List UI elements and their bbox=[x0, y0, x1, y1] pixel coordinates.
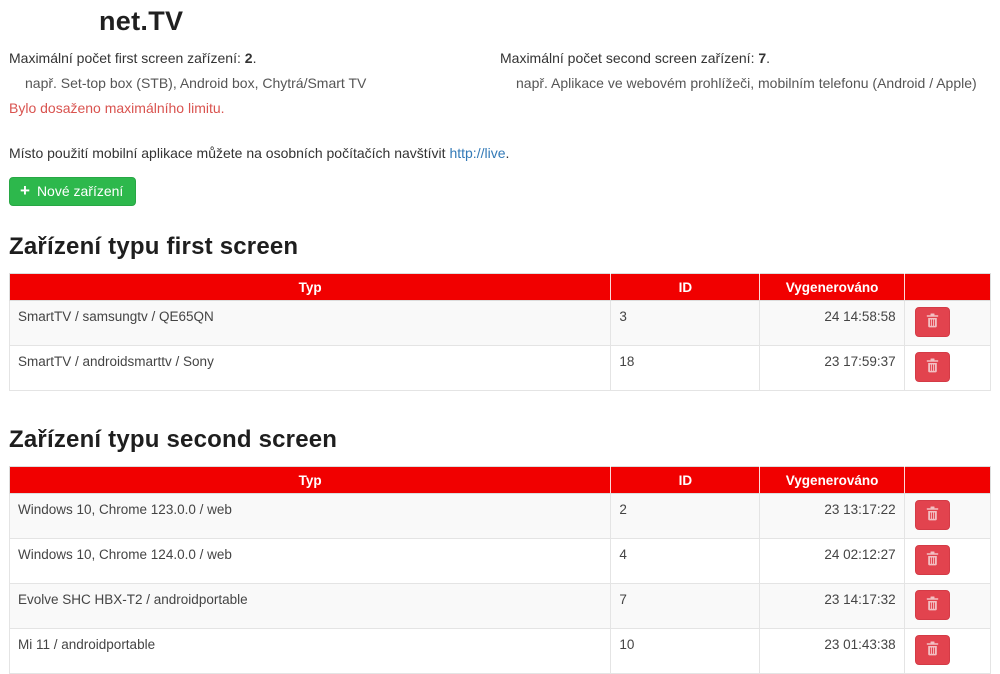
delete-cell bbox=[903, 538, 992, 584]
table-row: SmartTV / androidsmarttv / Sony 18 23 17… bbox=[8, 345, 992, 391]
limit-reached-warning: Bylo dosaženo maximálního limitu. bbox=[9, 100, 225, 116]
mobile-app-note: Místo použití mobilní aplikace můžete na… bbox=[9, 145, 510, 161]
column-header-id: ID bbox=[610, 466, 760, 494]
delete-device-button[interactable] bbox=[914, 635, 950, 665]
plus-icon: + bbox=[20, 181, 30, 200]
first-screen-heading: Zařízení typu first screen bbox=[9, 233, 299, 260]
first-screen-limit-value: 2 bbox=[244, 50, 253, 66]
table-row: Mi 11 / androidportable 10 23 01:43:38 bbox=[8, 628, 992, 674]
column-header-actions bbox=[903, 273, 991, 301]
trash-icon bbox=[926, 358, 939, 376]
table-header-row: Typ ID Vygenerováno bbox=[9, 466, 991, 494]
device-type-cell: Windows 10, Chrome 124.0.0 / web bbox=[8, 538, 612, 584]
live-link[interactable]: http://live bbox=[449, 145, 506, 161]
delete-device-button[interactable] bbox=[914, 545, 950, 575]
delete-cell bbox=[903, 300, 992, 346]
first-screen-limit-block: Maximální počet first screen zařízení: 2… bbox=[9, 50, 500, 125]
second-screen-limit-block: Maximální počet second screen zařízení: … bbox=[500, 50, 991, 125]
first-screen-limit-label: Maximální počet first screen zařízení: bbox=[9, 50, 245, 66]
trash-icon bbox=[926, 506, 939, 524]
device-id-cell: 18 bbox=[610, 345, 761, 391]
device-type-cell: Windows 10, Chrome 123.0.0 / web bbox=[8, 493, 612, 539]
device-type-cell: SmartTV / androidsmarttv / Sony bbox=[8, 345, 612, 391]
device-type-cell: SmartTV / samsungtv / QE65QN bbox=[8, 300, 612, 346]
delete-device-button[interactable] bbox=[914, 307, 950, 337]
delete-cell bbox=[903, 493, 992, 539]
generated-cell: 23 17:59:37 bbox=[759, 345, 905, 391]
delete-device-button[interactable] bbox=[914, 590, 950, 620]
first-screen-limit-line: Maximální počet first screen zařízení: 2… bbox=[9, 50, 257, 66]
trash-icon bbox=[926, 551, 939, 569]
second-screen-heading: Zařízení typu second screen bbox=[9, 426, 338, 453]
delete-device-button[interactable] bbox=[914, 352, 950, 382]
column-header-typ: Typ bbox=[9, 466, 611, 494]
trash-icon bbox=[926, 596, 939, 614]
new-device-button[interactable]: + Nové zařízení bbox=[9, 177, 137, 206]
table-header-row: Typ ID Vygenerováno bbox=[9, 273, 991, 301]
delete-cell bbox=[903, 345, 992, 391]
table-row: Windows 10, Chrome 123.0.0 / web 2 23 13… bbox=[8, 493, 992, 539]
device-id-cell: 3 bbox=[610, 300, 761, 346]
generated-cell: 24 14:58:58 bbox=[759, 300, 905, 346]
generated-cell: 24 02:12:27 bbox=[759, 538, 905, 584]
column-header-typ: Typ bbox=[9, 273, 611, 301]
trash-icon bbox=[926, 313, 939, 331]
page-container: net.TV Maximální počet first screen zaří… bbox=[0, 6, 1000, 674]
second-screen-limit-value: 7 bbox=[758, 50, 767, 66]
table-row: Evolve SHC HBX-T2 / androidportable 7 23… bbox=[8, 583, 992, 629]
second-screen-table: Typ ID Vygenerováno Windows 10, Chrome 1… bbox=[8, 466, 992, 674]
second-screen-example: např. Aplikace ve webovém prohlížeči, mo… bbox=[516, 75, 977, 91]
device-type-cell: Evolve SHC HBX-T2 / androidportable bbox=[8, 583, 612, 629]
delete-cell bbox=[903, 583, 992, 629]
device-id-cell: 4 bbox=[610, 538, 761, 584]
device-type-cell: Mi 11 / androidportable bbox=[8, 628, 612, 674]
mobile-app-note-text: Místo použití mobilní aplikace můžete na… bbox=[9, 145, 450, 161]
table-row: Windows 10, Chrome 124.0.0 / web 4 24 02… bbox=[8, 538, 992, 584]
column-header-actions bbox=[903, 466, 991, 494]
second-screen-limit-label: Maximální počet second screen zařízení: bbox=[500, 50, 759, 66]
delete-cell bbox=[903, 628, 992, 674]
generated-cell: 23 13:17:22 bbox=[759, 493, 905, 539]
device-id-cell: 2 bbox=[610, 493, 761, 539]
second-screen-limit-line: Maximální počet second screen zařízení: … bbox=[500, 50, 771, 66]
column-header-generated: Vygenerováno bbox=[759, 273, 905, 301]
table-row: SmartTV / samsungtv / QE65QN 3 24 14:58:… bbox=[8, 300, 992, 346]
new-device-button-label: Nové zařízení bbox=[36, 183, 124, 199]
column-header-generated: Vygenerováno bbox=[759, 466, 905, 494]
brand-logo: net.TV bbox=[99, 6, 184, 36]
device-id-cell: 7 bbox=[610, 583, 761, 629]
first-screen-table: Typ ID Vygenerováno SmartTV / samsungtv … bbox=[8, 273, 992, 391]
delete-device-button[interactable] bbox=[914, 500, 950, 530]
generated-cell: 23 14:17:32 bbox=[759, 583, 905, 629]
limits-section: Maximální počet first screen zařízení: 2… bbox=[9, 50, 991, 125]
column-header-id: ID bbox=[610, 273, 760, 301]
first-screen-example: např. Set-top box (STB), Android box, Ch… bbox=[25, 75, 367, 91]
generated-cell: 23 01:43:38 bbox=[759, 628, 905, 674]
device-id-cell: 10 bbox=[610, 628, 761, 674]
trash-icon bbox=[926, 641, 939, 659]
